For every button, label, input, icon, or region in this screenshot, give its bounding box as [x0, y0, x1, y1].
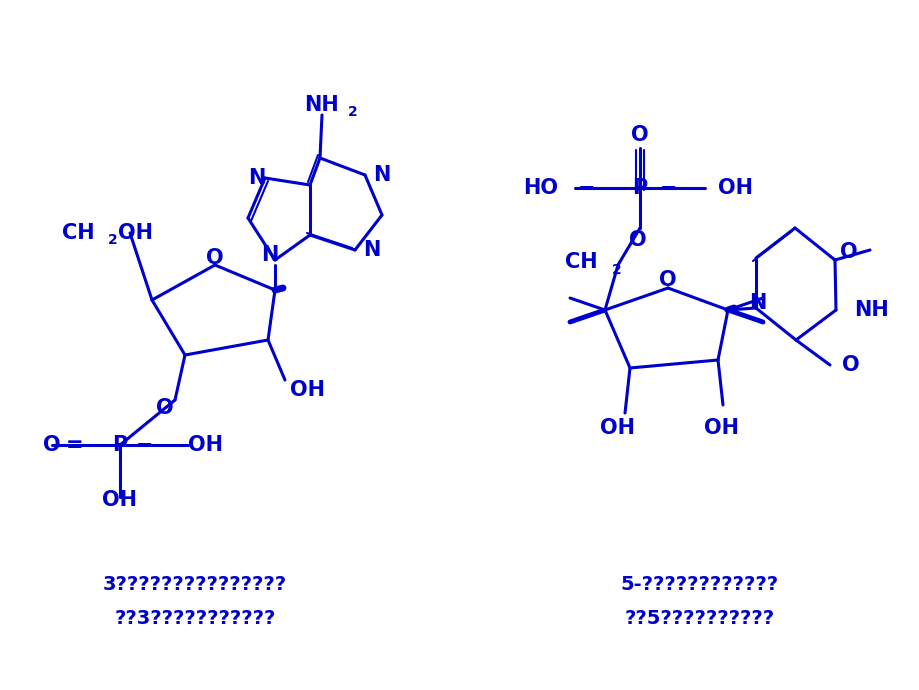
Text: CH: CH	[62, 223, 95, 243]
Text: O: O	[206, 248, 223, 268]
Text: ??3???????????: ??3???????????	[114, 609, 276, 627]
Text: N: N	[261, 245, 278, 265]
Text: OH: OH	[187, 435, 222, 455]
Text: O: O	[629, 230, 646, 250]
Text: O: O	[156, 398, 174, 418]
Text: OH: OH	[704, 418, 739, 438]
Text: −: −	[136, 435, 153, 455]
Text: 5-????????????: 5-????????????	[620, 575, 778, 595]
Text: OH: OH	[118, 223, 153, 243]
Text: OH: OH	[102, 490, 137, 510]
Text: HO: HO	[522, 178, 558, 198]
Text: O: O	[839, 242, 857, 262]
Text: ??5??????????: ??5??????????	[624, 609, 774, 627]
Text: N: N	[748, 293, 766, 313]
Text: NH: NH	[853, 300, 888, 320]
Text: OH: OH	[600, 418, 635, 438]
Text: 2: 2	[347, 105, 357, 119]
Text: N: N	[363, 240, 380, 260]
Text: O: O	[841, 355, 858, 375]
Text: O: O	[43, 435, 61, 455]
Text: 2: 2	[108, 233, 118, 247]
Text: 2: 2	[611, 263, 621, 277]
Text: OH: OH	[717, 178, 752, 198]
Text: P: P	[631, 178, 647, 198]
Text: NH: NH	[304, 95, 339, 115]
Text: −: −	[659, 178, 676, 198]
Text: =: =	[66, 435, 84, 455]
Text: O: O	[659, 270, 676, 290]
Text: O: O	[630, 125, 648, 145]
Text: CH: CH	[565, 252, 597, 272]
Text: N: N	[248, 168, 266, 188]
Text: −: −	[577, 178, 595, 198]
Text: P: P	[112, 435, 128, 455]
Text: OH: OH	[289, 380, 324, 400]
Text: 3???????????????: 3???????????????	[103, 575, 287, 595]
Text: N: N	[372, 165, 390, 185]
